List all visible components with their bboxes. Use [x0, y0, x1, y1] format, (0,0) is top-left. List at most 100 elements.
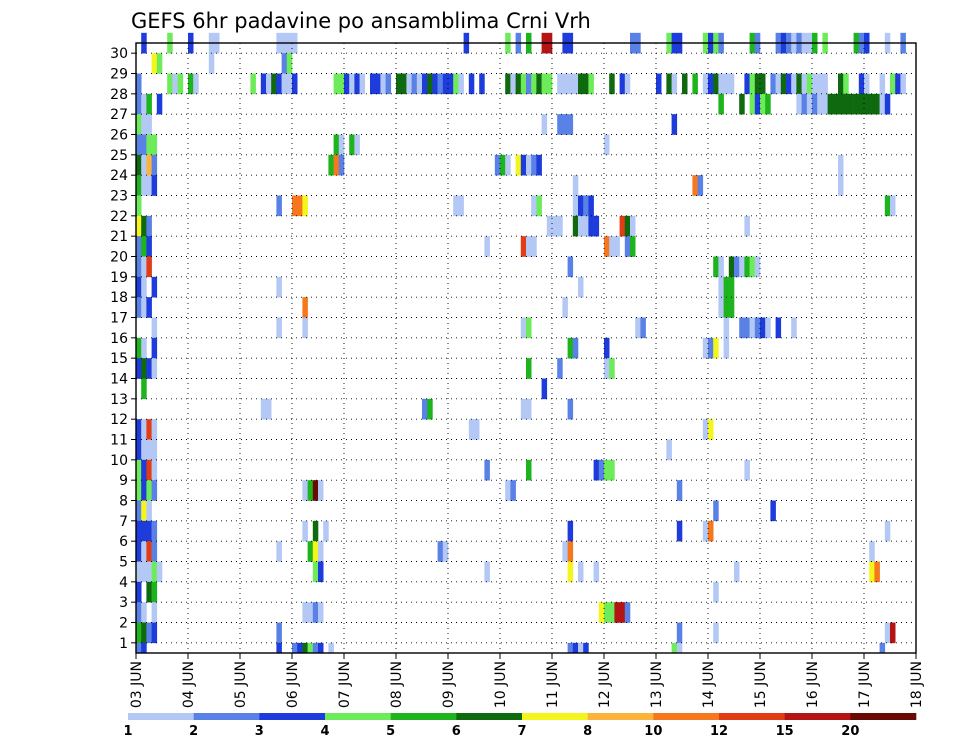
- precip-cell: [713, 256, 719, 278]
- colorbar-swatch: [259, 713, 326, 720]
- precip-cell: [531, 73, 537, 95]
- precip-cell: [359, 73, 366, 95]
- precip-cell: [136, 520, 152, 542]
- precip-cell: [578, 215, 584, 237]
- precip-cell: [838, 73, 844, 95]
- precip-cell: [484, 561, 490, 583]
- precip-cell: [141, 134, 147, 156]
- precip-cell: [260, 398, 272, 420]
- precip-cell: [515, 154, 522, 176]
- precip-cell: [874, 561, 880, 583]
- precip-cell: [708, 73, 714, 95]
- precip-cell: [333, 154, 340, 176]
- precip-cell: [141, 297, 147, 318]
- precip-cell: [151, 439, 158, 461]
- precip-cell: [156, 93, 163, 115]
- precip-cell: [141, 215, 147, 237]
- precip-cell: [567, 73, 574, 95]
- precip-cell: [572, 215, 579, 237]
- precip-cell: [692, 73, 698, 95]
- colorbar-swatch: [587, 713, 654, 720]
- colorbar-swatch: [390, 713, 457, 720]
- precip-cell: [338, 154, 345, 176]
- x-tick-label: 09 JUN: [441, 661, 457, 708]
- precip-cell: [136, 581, 142, 603]
- precip-cell: [812, 93, 818, 115]
- y-tick-label: 26: [110, 128, 128, 144]
- precip-cell: [770, 73, 776, 95]
- precip-cell: [307, 642, 314, 654]
- precip-cell: [458, 73, 464, 95]
- precip-cell: [484, 236, 490, 257]
- precip-cell: [609, 73, 615, 95]
- precip-cell: [146, 175, 152, 196]
- precip-cell: [884, 520, 891, 542]
- y-tick-label: 21: [110, 229, 128, 245]
- precip-cell: [136, 642, 142, 654]
- y-tick-label: 10: [110, 453, 128, 469]
- precip-cell: [156, 561, 163, 583]
- precip-cell: [598, 602, 605, 623]
- precip-cell: [775, 73, 782, 95]
- precip-cell: [354, 134, 360, 156]
- precip-cell: [567, 337, 574, 359]
- precip-cell: [177, 73, 184, 95]
- colorbar-legend: 1 2 3 4 5 6 7 8 10 12 15 20: [123, 713, 917, 739]
- precip-cell: [541, 378, 548, 400]
- x-tick-label: 11 JUN: [545, 661, 561, 708]
- precip-cell: [723, 317, 730, 339]
- precip-cell: [604, 459, 615, 481]
- precip-cell: [619, 215, 626, 237]
- precip-cell: [453, 73, 459, 95]
- precip-cell: [801, 93, 808, 115]
- precip-cell: [656, 73, 662, 95]
- precip-cell: [578, 561, 584, 583]
- x-tick-label: 18 JUN: [909, 661, 925, 708]
- precip-cell: [890, 195, 896, 217]
- y-tick-label: 5: [119, 555, 128, 571]
- precip-cell: [136, 236, 142, 257]
- precip-cell: [853, 93, 860, 115]
- precip-cell: [692, 175, 698, 196]
- precip-cell: [744, 256, 750, 278]
- precip-cell: [791, 317, 797, 339]
- precip-cell: [271, 73, 277, 95]
- precip-cell: [806, 73, 813, 95]
- y-tick-label: 6: [119, 534, 128, 550]
- colorbar-label: 7: [517, 724, 526, 739]
- precip-cell: [567, 520, 574, 542]
- precip-cell: [702, 337, 709, 359]
- precip-cell: [884, 622, 891, 644]
- y-tick-label: 7: [119, 514, 128, 530]
- precip-cell: [526, 73, 532, 95]
- precip-cell: [297, 642, 303, 654]
- x-tick-label: 16 JUN: [805, 661, 821, 708]
- precip-cell: [276, 73, 282, 95]
- precip-cell: [526, 358, 532, 379]
- precip-cell: [567, 256, 574, 278]
- precip-cell: [614, 602, 626, 623]
- precip-cell: [260, 73, 267, 95]
- precip-cell: [697, 175, 704, 196]
- precip-cell: [671, 642, 678, 654]
- y-tick-label: 28: [110, 87, 128, 103]
- precip-cell: [136, 215, 142, 237]
- precip-cell: [578, 642, 584, 654]
- y-tick-label: 22: [110, 209, 128, 225]
- colorbar-swatch: [784, 713, 851, 720]
- precip-cell: [302, 642, 308, 654]
- precip-cell: [141, 154, 147, 176]
- precip-cell: [146, 439, 152, 461]
- precip-cell: [765, 317, 771, 339]
- y-tick-label: 12: [110, 412, 128, 428]
- precip-cell: [593, 215, 600, 237]
- precip-cell: [739, 256, 745, 278]
- precip-cell: [146, 541, 152, 562]
- precip-cell: [167, 73, 173, 95]
- precip-cell: [593, 459, 600, 481]
- precip-cell: [136, 541, 142, 562]
- precip-cell: [583, 215, 589, 237]
- precip-cell: [562, 541, 568, 562]
- precip-cell: [713, 337, 719, 359]
